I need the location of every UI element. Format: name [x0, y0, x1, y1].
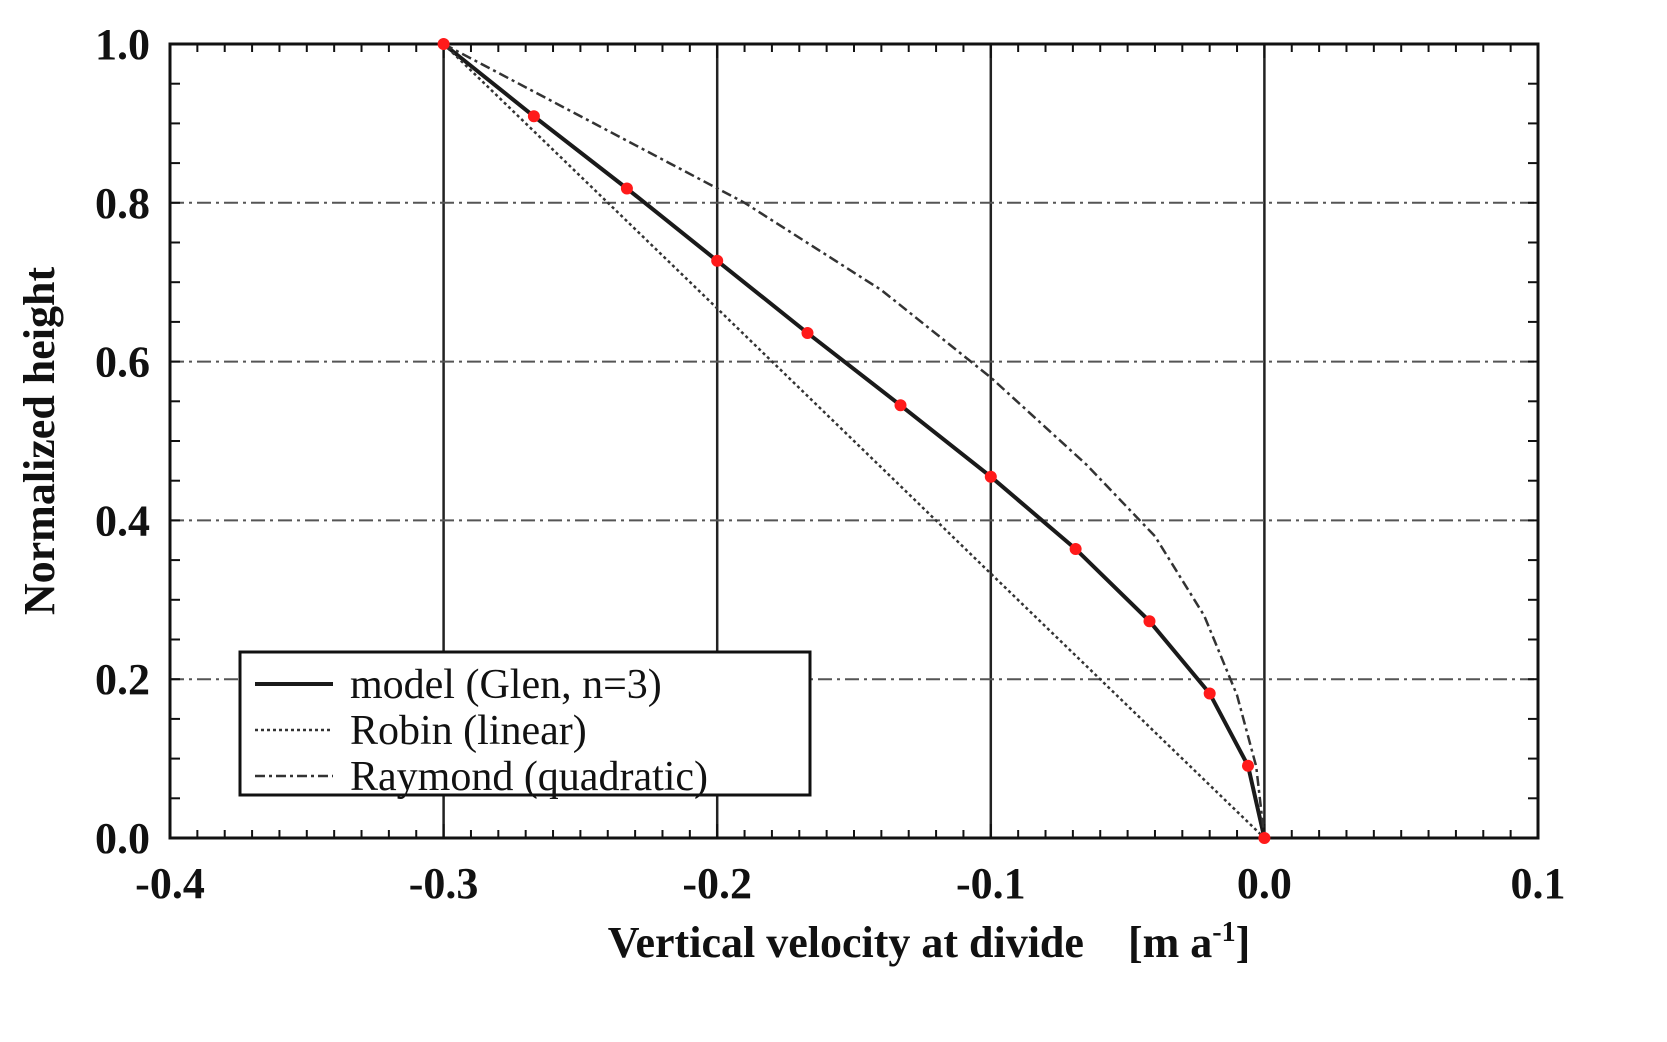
legend-items: model (Glen, n=3)Robin (linear)Raymond (… [255, 662, 708, 800]
plot-frame [168, 42, 1540, 840]
legend-box [238, 650, 812, 797]
x-tick-labels: -0.4 -0.3 -0.2 -0.1 0.0 0.1 [135, 859, 1565, 908]
y-tick-label: 0.0 [95, 814, 150, 863]
series-line-1 [442, 43, 1266, 839]
series-line-2 [443, 42, 1266, 839]
x-axis-label: Vertical velocity at divide [608, 918, 1084, 967]
x-axis-unit-close: ] [1236, 918, 1251, 967]
data-point-marker [984, 470, 997, 483]
x-axis-unit-exponent: -1 [1212, 917, 1235, 948]
x-tick-label: -0.2 [682, 859, 752, 908]
legend: model (Glen, n=3)Robin (linear)Raymond (… [238, 650, 812, 800]
x-tick-label: -0.4 [135, 859, 205, 908]
y-tick-label: 1.0 [95, 20, 150, 69]
data-point-marker [1143, 615, 1156, 628]
y-axis-title: Normalized height [15, 267, 64, 616]
y-tick-label: 0.4 [95, 496, 150, 545]
data-point-marker [1258, 832, 1271, 844]
data-point-marker [711, 254, 724, 267]
data-point-marker [437, 38, 450, 50]
y-tick-label: 0.2 [95, 655, 150, 704]
data-point-marker [1069, 542, 1082, 555]
legend-label-0: model (Glen, n=3) [350, 662, 662, 708]
legend-label-1: Robin (linear) [350, 708, 587, 754]
x-axis-title: Vertical velocity at divide [m a-1] [608, 917, 1250, 967]
data-point-marker [1203, 687, 1216, 700]
series-layer [442, 42, 1267, 839]
data-point-marker [620, 182, 633, 195]
y-tick-labels: 0.0 0.2 0.4 0.6 0.8 1.0 [95, 20, 150, 863]
data-point-marker [1241, 759, 1254, 772]
x-tick-label: -0.3 [409, 859, 479, 908]
y-tick-label: 0.6 [95, 338, 150, 387]
series-line-0 [442, 42, 1267, 839]
marker-layer [437, 38, 1271, 844]
x-axis-unit: [m a [1128, 918, 1212, 967]
y-tick-label: 0.8 [95, 179, 150, 228]
data-point-marker [527, 110, 540, 123]
data-point-marker [894, 399, 907, 412]
x-tick-label: 0.1 [1511, 859, 1566, 908]
data-point-marker [801, 327, 814, 340]
legend-label-2: Raymond (quadratic) [350, 754, 708, 800]
x-tick-label: 0.0 [1237, 859, 1292, 908]
x-tick-label: -0.1 [956, 859, 1026, 908]
